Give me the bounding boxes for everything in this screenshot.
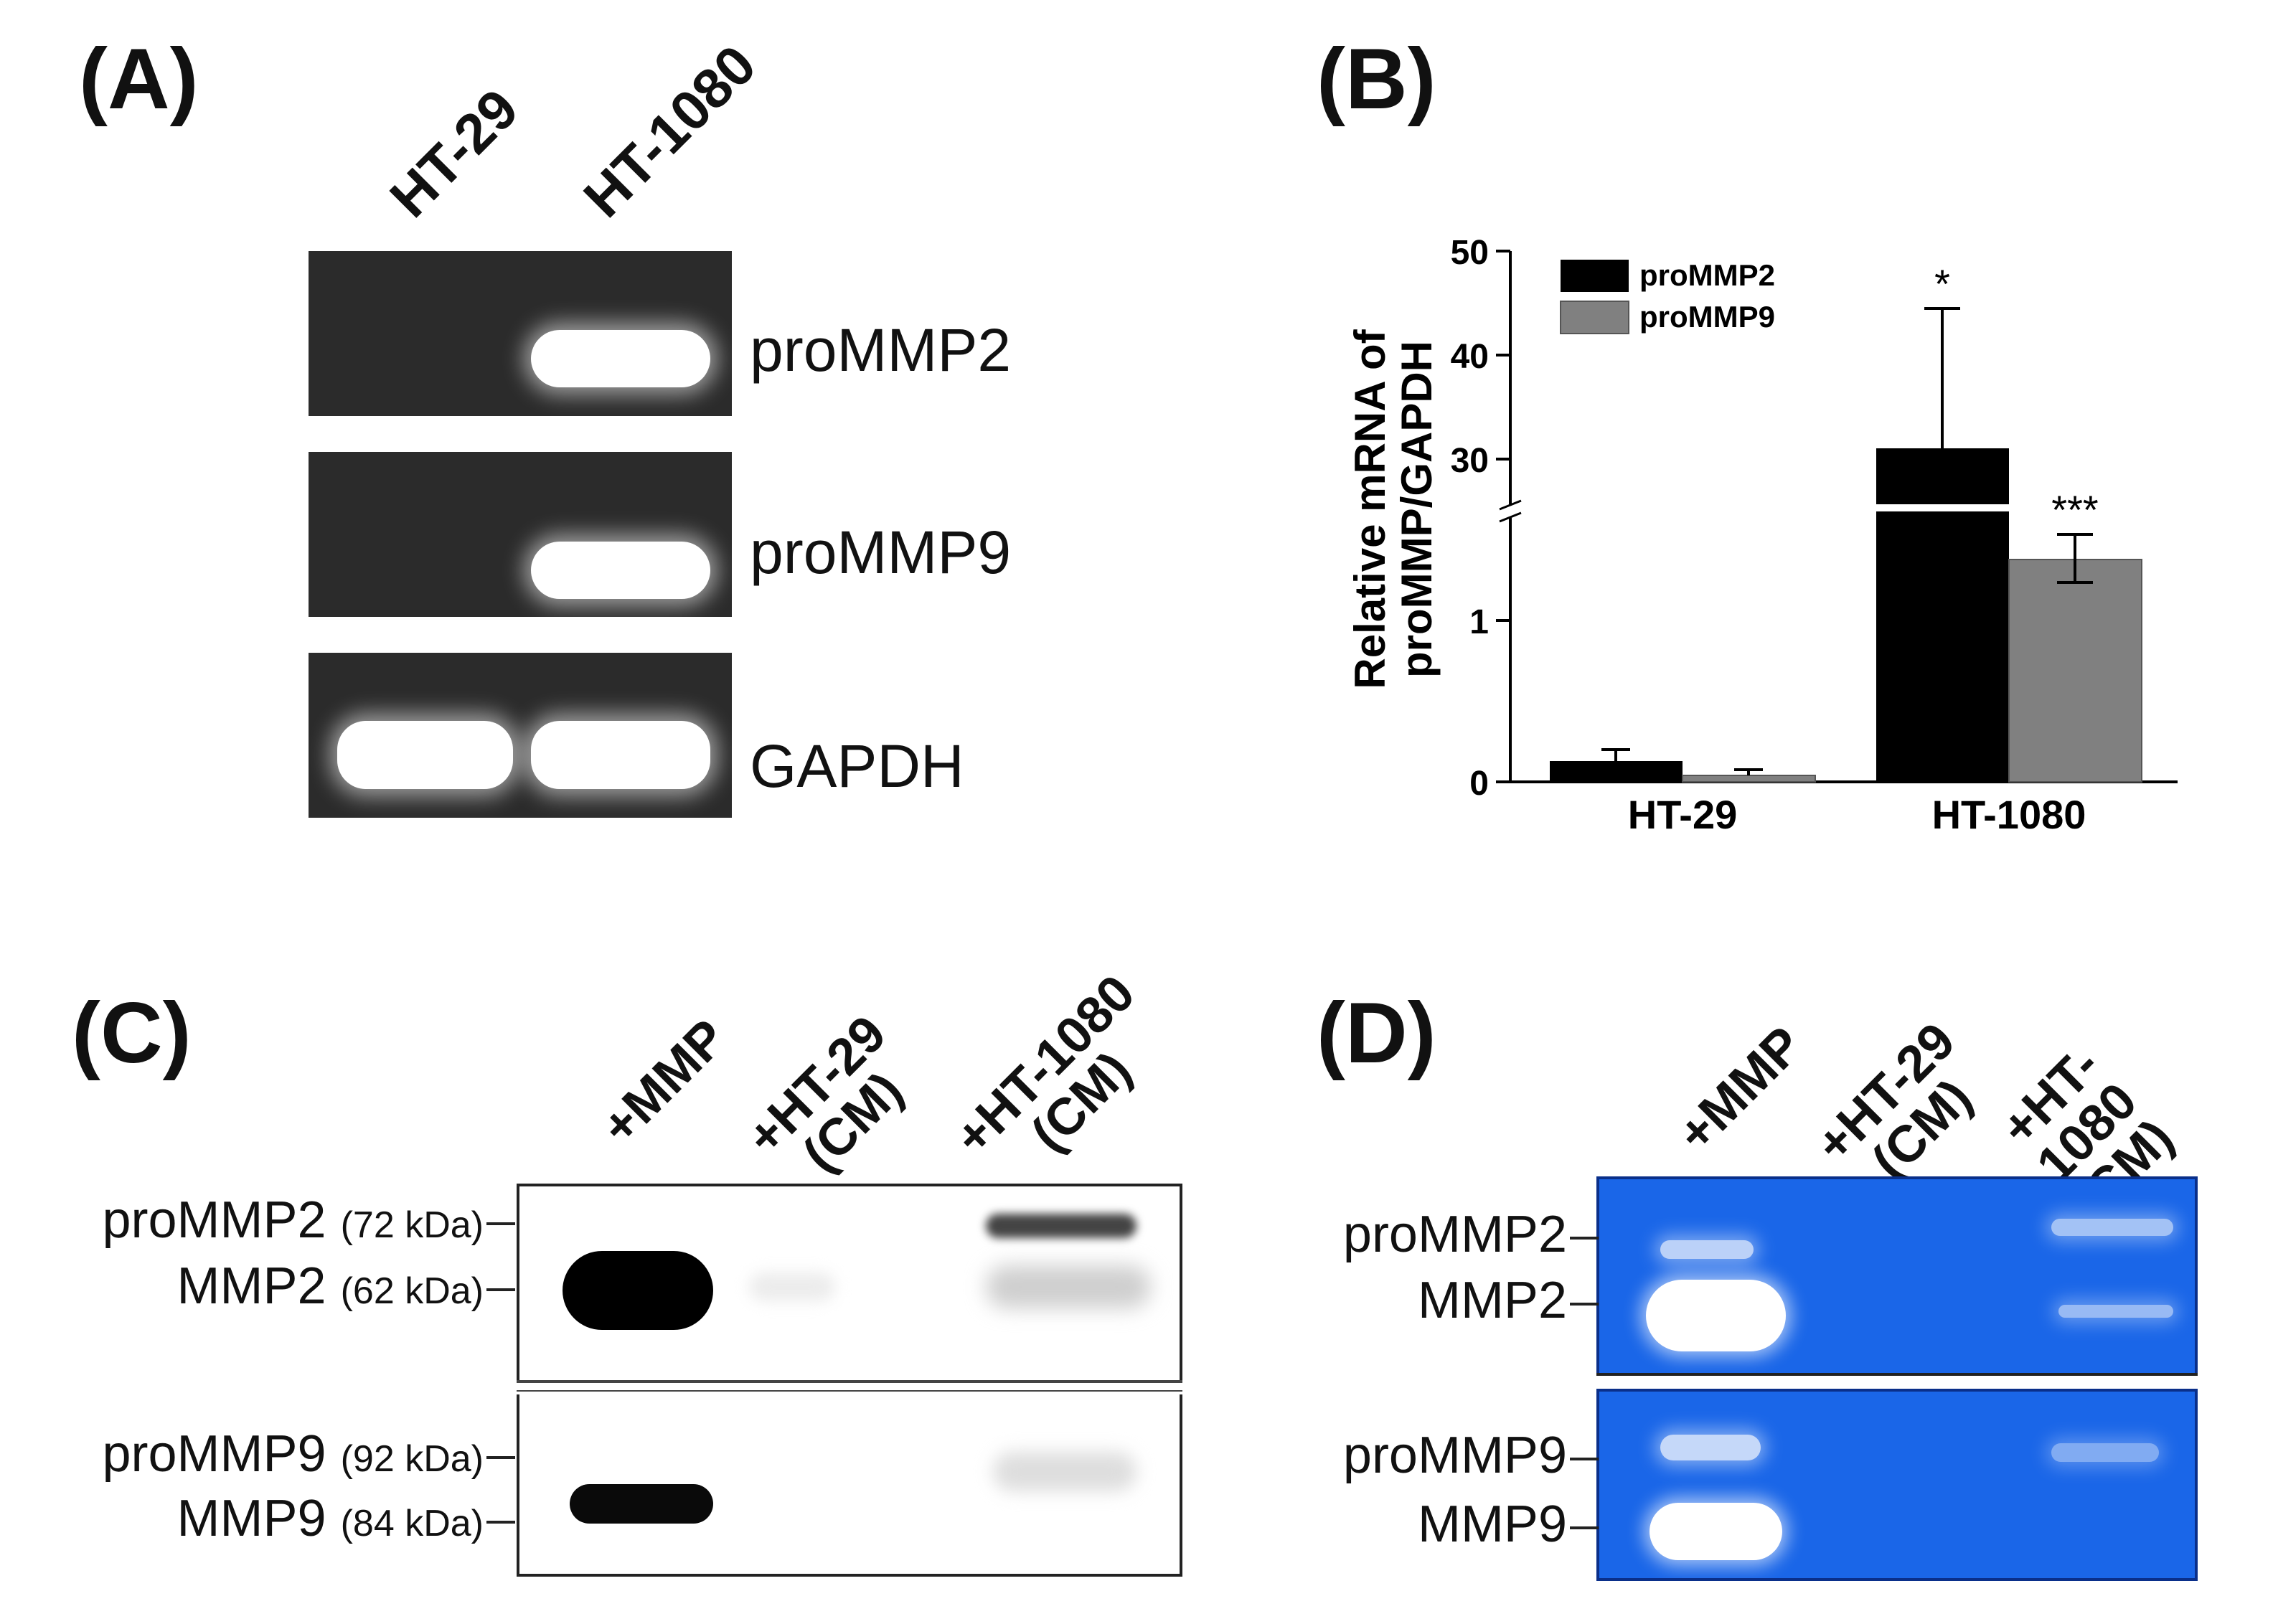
wb-marker-mmp2: MMP2 (62 kDa) bbox=[177, 1257, 515, 1316]
bar-ht1080-promm9 bbox=[2008, 559, 2142, 783]
legend-swatch-promm9 bbox=[1560, 301, 1629, 334]
sig-promm2: * bbox=[1934, 261, 1950, 306]
zymo-lane-mmp: +MMP bbox=[1666, 1016, 1814, 1163]
zymogram-mmp2 bbox=[1596, 1176, 2198, 1376]
legend-label-promm2: proMMP2 bbox=[1639, 258, 1775, 292]
zymo-marker-mmp9: MMP9 bbox=[1418, 1495, 1599, 1554]
wb-marker-promm2: proMMP2 (72 kDa) bbox=[102, 1191, 515, 1250]
bar-break-white-gap bbox=[1873, 504, 2013, 511]
zymo-marker-promm2: proMMP2 bbox=[1343, 1205, 1599, 1264]
bar-ht1080-promm2 bbox=[1876, 448, 2009, 782]
zymo-marker-promm9: proMMP9 bbox=[1343, 1426, 1599, 1485]
sig-promm9: *** bbox=[2051, 487, 2098, 532]
western-blot-divider bbox=[517, 1380, 1182, 1392]
panel-a-label: (A) bbox=[79, 31, 199, 127]
y-tick-0: 0 bbox=[1469, 765, 1489, 803]
y-axis-label-line2: proMMP/GAPDH bbox=[1393, 341, 1441, 678]
bar-ht29-promm2 bbox=[1550, 761, 1683, 782]
y-axis-break-1 bbox=[1499, 499, 1522, 511]
gel-promm9 bbox=[309, 452, 732, 617]
zymo-marker-mmp2: MMP2 bbox=[1418, 1271, 1599, 1330]
gel-gapdh bbox=[309, 653, 732, 818]
wb-lane-mmp: +MMP bbox=[590, 1009, 738, 1156]
x-tick-ht1080: HT-1080 bbox=[1932, 792, 2086, 837]
panel-d-label: (D) bbox=[1317, 985, 1436, 1081]
wb-lane-ht29: +HT-29 (CM) bbox=[735, 1004, 914, 1184]
legend-swatch-promm2 bbox=[1561, 260, 1629, 292]
western-blot-mmp2 bbox=[517, 1184, 1182, 1380]
lane-label-ht1080: HT-1080 bbox=[571, 32, 768, 230]
legend-label-promm9: proMMP9 bbox=[1639, 300, 1775, 334]
gel-label-gapdh: GAPDH bbox=[750, 732, 964, 800]
bar-chart: Relative mRNA of proMMP/GAPDH 50 40 30 1… bbox=[1346, 234, 2178, 837]
bar-ht29-promm9 bbox=[1682, 775, 1816, 783]
lane-label-ht29: HT-29 bbox=[377, 77, 530, 230]
panel-c-label: (C) bbox=[72, 985, 192, 1081]
gel-label-promm2: proMMP2 bbox=[750, 316, 1012, 384]
y-tick-40: 40 bbox=[1451, 338, 1489, 376]
x-tick-ht29: HT-29 bbox=[1628, 792, 1738, 837]
wb-marker-promm9: proMMP9 (92 kDa) bbox=[102, 1425, 515, 1483]
y-tick-50: 50 bbox=[1451, 234, 1489, 272]
gel-promm2 bbox=[309, 251, 732, 416]
zymogram-mmp9 bbox=[1596, 1389, 2198, 1581]
gel-label-promm9: proMMP9 bbox=[750, 519, 1012, 586]
y-axis-label-line1: Relative mRNA of bbox=[1346, 329, 1394, 689]
y-axis-break-2 bbox=[1499, 511, 1522, 523]
panel-b-label: (B) bbox=[1317, 31, 1436, 127]
western-blot-mmp9 bbox=[517, 1394, 1182, 1577]
wb-lane-ht1080: +HT-1080 (CM) bbox=[943, 964, 1146, 1166]
y-tick-1: 1 bbox=[1469, 603, 1489, 641]
y-tick-30: 30 bbox=[1451, 442, 1489, 480]
wb-marker-mmp9: MMP9 (84 kDa) bbox=[177, 1489, 515, 1548]
